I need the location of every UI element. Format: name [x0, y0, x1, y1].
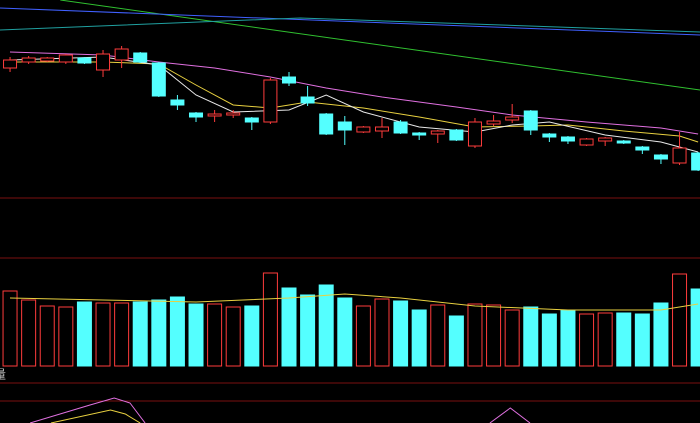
candle-body	[300, 96, 315, 104]
candle-body	[356, 126, 371, 133]
moving-average	[9, 56, 699, 153]
volume-bar	[95, 302, 111, 367]
moving-average	[0, 17, 700, 33]
candle-body	[40, 57, 55, 62]
volume-bar	[225, 306, 241, 367]
candle-body	[170, 99, 185, 106]
volume-bar	[281, 287, 297, 367]
volume-bar	[21, 299, 37, 367]
volume-bar	[2, 290, 18, 367]
candle-body	[449, 129, 464, 141]
candle-body	[58, 54, 73, 63]
moving-average	[9, 51, 699, 135]
candle-body	[151, 62, 166, 97]
candle-body	[77, 57, 92, 64]
volume-bar	[374, 298, 390, 367]
volume-bar	[393, 300, 409, 367]
volume-bar	[39, 305, 55, 367]
volume-bar	[486, 304, 502, 367]
moving-average	[0, 7, 700, 36]
volume-bar	[188, 303, 204, 367]
candle-body	[337, 121, 352, 131]
volume-label: 量	[0, 368, 6, 382]
volume-bar	[541, 313, 557, 367]
candle-body	[523, 110, 538, 131]
volume-bar	[634, 313, 650, 367]
indicator-line	[29, 397, 531, 423]
volume-bar	[411, 309, 427, 367]
candle-body	[374, 126, 389, 132]
volume-bar	[76, 301, 92, 367]
volume-bar	[244, 305, 260, 367]
candle-body	[282, 76, 297, 84]
volume-bar	[653, 302, 669, 367]
volume-bar	[300, 294, 316, 367]
candle-body	[560, 136, 575, 142]
volume-average	[9, 293, 699, 311]
candle-body	[486, 120, 501, 125]
candle-body	[21, 57, 36, 63]
volume-bar	[672, 273, 688, 367]
candle-body	[672, 147, 687, 164]
volume-bar	[58, 306, 74, 367]
volume-bar	[448, 315, 464, 367]
moving-average	[10, 61, 699, 143]
candle-body	[226, 112, 241, 116]
volume-bar	[430, 304, 446, 367]
candle-body	[635, 146, 650, 151]
volume-bar	[207, 303, 223, 367]
candle-body	[542, 133, 557, 138]
volume-bar	[504, 309, 520, 367]
volume-bar	[597, 312, 613, 367]
volume-bar	[169, 296, 185, 367]
indicator-line	[50, 409, 141, 423]
volume-bar	[690, 288, 700, 367]
volume-bar	[579, 313, 595, 367]
volume-bar	[616, 312, 632, 367]
candle-body	[653, 154, 668, 160]
candle-body	[207, 113, 222, 117]
candle-body	[616, 140, 631, 144]
volume-bar	[355, 305, 371, 367]
candle-body	[133, 52, 148, 63]
volume-bar	[318, 284, 334, 367]
candle-body	[114, 48, 129, 61]
candle-body	[96, 53, 111, 71]
candle-body	[189, 112, 204, 118]
volume-bar	[467, 303, 483, 367]
volume-bar	[523, 306, 539, 367]
volume-bar	[262, 272, 278, 367]
volume-bar	[337, 297, 353, 367]
candle-body	[505, 116, 520, 121]
candle-body	[244, 117, 259, 123]
volume-bar	[560, 309, 576, 367]
candle-body	[467, 121, 482, 147]
candle-body	[3, 59, 18, 69]
candle-body	[691, 152, 700, 171]
candle-body	[319, 113, 334, 135]
candle-body	[579, 138, 594, 146]
candle-body	[393, 121, 408, 134]
volume-bar	[132, 301, 148, 367]
candle-body	[430, 130, 445, 135]
candle-body	[263, 79, 278, 123]
moving-average	[60, 0, 700, 91]
candle-body	[412, 132, 427, 136]
candle-body	[598, 137, 613, 142]
volume-bar	[114, 302, 130, 367]
volume-bar	[151, 299, 167, 367]
